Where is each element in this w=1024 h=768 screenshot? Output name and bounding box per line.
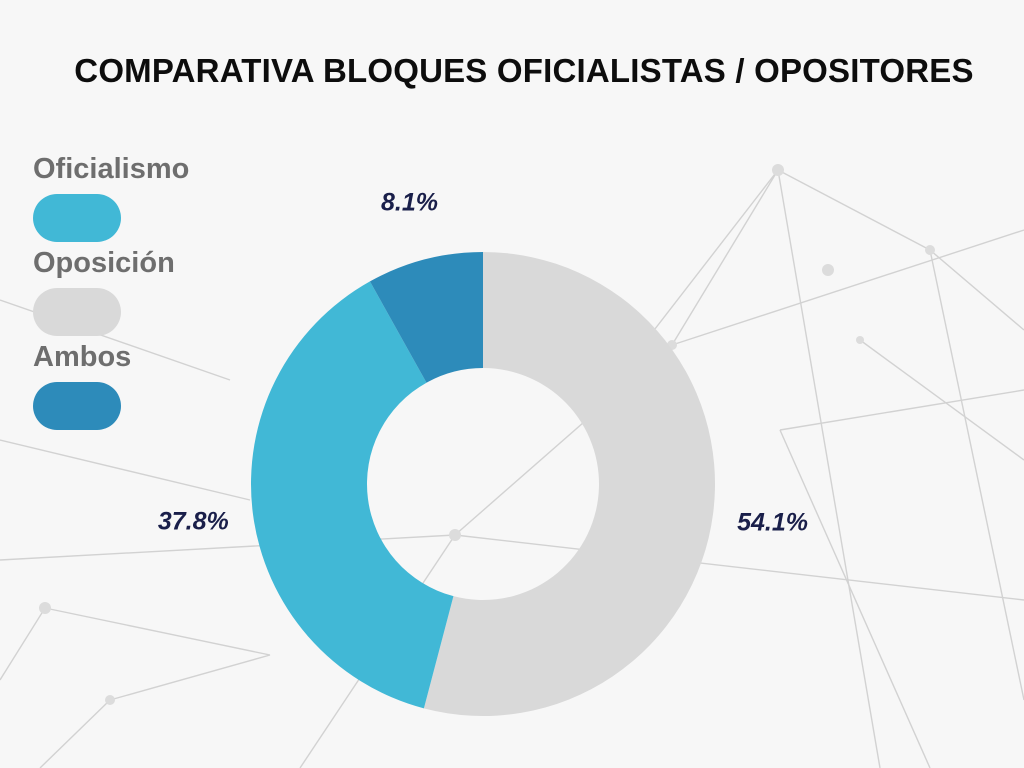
data-label: 8.1%: [381, 188, 438, 216]
legend-item-oposicion: Oposición: [33, 244, 189, 338]
legend-item-oficialismo: Oficialismo: [33, 150, 189, 244]
donut-slice-oposicin: [423, 252, 716, 717]
chart-title: COMPARATIVA BLOQUES OFICIALISTAS / OPOSI…: [74, 52, 974, 89]
data-label: 54.1%: [737, 509, 808, 537]
legend-label: Ambos: [33, 341, 132, 373]
legend-item-ambos: Ambos: [33, 338, 189, 432]
legend-swatch: [33, 382, 121, 430]
donut-slice-ambos: [369, 252, 483, 383]
legend-label: Oposición: [33, 247, 175, 279]
legend-swatch: [33, 194, 121, 242]
legend-swatch: [33, 288, 121, 336]
chart-legend: Oficialismo Oposición Ambos: [33, 150, 189, 432]
legend-label: Oficialismo: [33, 153, 190, 185]
donut-slice-oficialismo: [251, 281, 454, 709]
data-label: 37.8%: [158, 508, 229, 536]
